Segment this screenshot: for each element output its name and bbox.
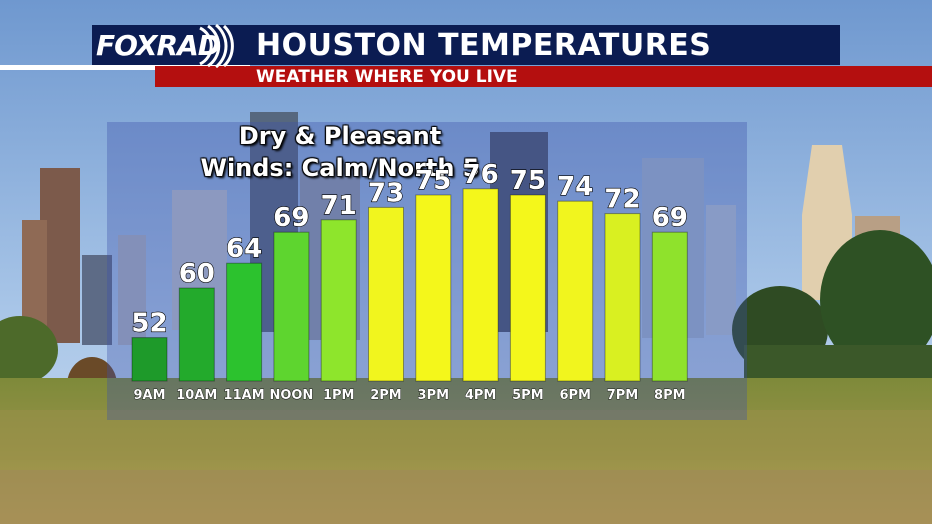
time-label-11am: 11AM	[224, 388, 265, 403]
value-label-noon: 69	[273, 203, 309, 233]
time-label-8pm: 8PM	[654, 388, 686, 403]
value-label-6pm: 74	[557, 172, 593, 202]
bar-2pm	[368, 206, 404, 382]
time-label-4pm: 4PM	[465, 388, 497, 403]
value-label-5pm: 75	[510, 166, 546, 196]
bar-11am	[226, 262, 263, 382]
time-label-5pm: 5PM	[512, 388, 544, 403]
radar-rings-icon	[199, 24, 234, 68]
time-label-noon: NOON	[269, 388, 313, 403]
bar-5pm	[509, 194, 546, 382]
bar-1pm	[320, 219, 357, 382]
bar-7pm	[604, 213, 641, 382]
value-label-7pm: 72	[604, 185, 640, 215]
header-accent-line	[0, 65, 250, 70]
time-label-9am: 9AM	[133, 388, 165, 403]
value-label-3pm: 75	[415, 166, 451, 196]
time-label-1pm: 1PM	[323, 388, 355, 403]
value-label-10am: 60	[179, 259, 215, 289]
value-label-1pm: 71	[321, 191, 357, 221]
time-label-3pm: 3PM	[418, 388, 450, 403]
value-label-9am: 52	[131, 309, 167, 339]
time-label-6pm: 6PM	[559, 388, 591, 403]
fox-logo: FOXRAD	[96, 28, 221, 62]
forecast-winds: Winds: Calm/North 5	[200, 154, 480, 182]
time-label-2pm: 2PM	[370, 388, 402, 403]
value-label-8pm: 69	[652, 203, 688, 233]
page-title: HOUSTON TEMPERATURES	[256, 28, 712, 63]
bar-noon	[273, 231, 310, 382]
bar-4pm	[462, 188, 499, 382]
bar-10am	[178, 287, 215, 382]
bar-6pm	[557, 200, 594, 382]
value-label-11am: 64	[226, 234, 262, 264]
page-subtitle: WEATHER WHERE YOU LIVE	[256, 67, 518, 87]
bar-9am	[131, 337, 168, 382]
time-label-7pm: 7PM	[607, 388, 639, 403]
bar-3pm	[415, 194, 452, 382]
value-label-2pm: 73	[368, 178, 404, 208]
forecast-headline: Dry & Pleasant	[238, 122, 442, 150]
time-label-10am: 10AM	[176, 388, 217, 403]
bar-8pm	[651, 231, 688, 382]
subtitle-bar	[155, 66, 932, 87]
value-label-4pm: 76	[463, 160, 499, 190]
